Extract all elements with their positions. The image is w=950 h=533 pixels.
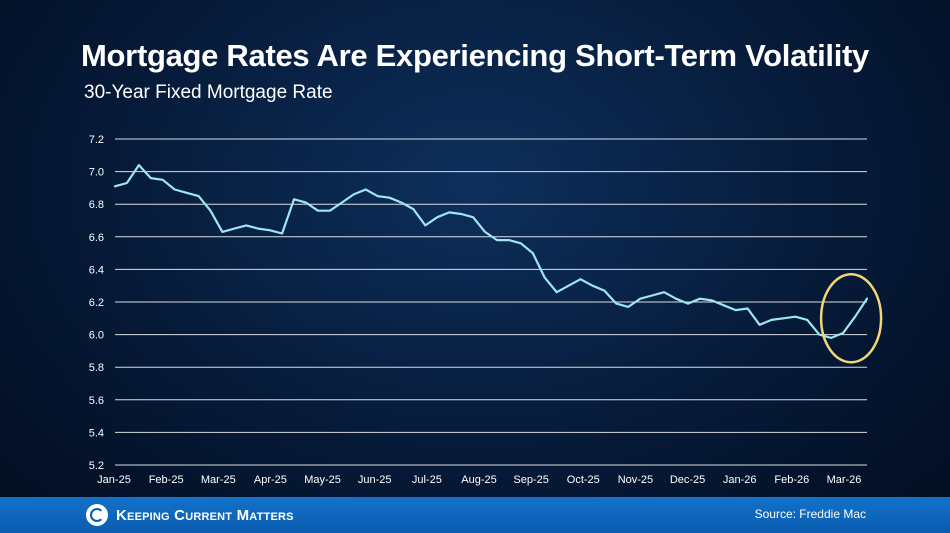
y-tick-label: 5.2 — [89, 460, 104, 472]
chart-subtitle: 30-Year Fixed Mortgage Rate — [84, 82, 333, 103]
y-tick-label: 6.2 — [89, 297, 104, 309]
chart-title: Mortgage Rates Are Experiencing Short-Te… — [81, 38, 869, 73]
highlight-circle — [819, 273, 883, 364]
brand-name: Keeping Current Matters — [116, 506, 294, 524]
brand-logo[interactable]: Keeping Current Matters — [86, 503, 294, 527]
y-tick-label: 7.2 — [89, 134, 104, 146]
y-tick-label: 6.6 — [89, 232, 104, 244]
x-tick-label: May-25 — [304, 474, 341, 486]
y-tick-label: 5.6 — [89, 395, 104, 407]
y-tick-label: 5.8 — [89, 362, 104, 374]
x-tick-label: Mar-25 — [201, 474, 236, 486]
x-tick-label: Mar-26 — [827, 474, 862, 486]
x-tick-label: Oct-25 — [567, 474, 600, 486]
y-tick-label: 7.0 — [89, 167, 104, 179]
y-tick-label: 5.4 — [89, 427, 104, 439]
footer-bar: Keeping Current Matters Source: Freddie … — [0, 497, 950, 533]
x-tick-label: Jul-25 — [412, 474, 442, 486]
y-tick-label: 6.8 — [89, 199, 104, 211]
x-tick-label: Jan-25 — [97, 474, 131, 486]
source-credit: Source: Freddie Mac — [754, 507, 866, 521]
kcm-logo-icon — [86, 504, 108, 526]
x-tick-label: Jun-25 — [358, 474, 392, 486]
x-tick-label: Aug-25 — [461, 474, 496, 486]
x-tick-label: Feb-25 — [149, 474, 184, 486]
y-tick-label: 6.4 — [89, 264, 104, 276]
x-tick-label: Apr-25 — [254, 474, 287, 486]
x-tick-label: Jan-26 — [723, 474, 757, 486]
x-tick-label: Nov-25 — [618, 474, 653, 486]
x-tick-label: Feb-26 — [774, 474, 809, 486]
x-tick-label: Sep-25 — [513, 474, 548, 486]
x-tick-label: Dec-25 — [670, 474, 705, 486]
y-tick-label: 6.0 — [89, 330, 104, 342]
rate-series-line — [113, 164, 869, 339]
line-chart: 5.2 5.4 5.6 5.8 6.0 6.2 6.4 6.6 6.8 7.0 7.2 Jan-25 F… — [89, 134, 883, 486]
